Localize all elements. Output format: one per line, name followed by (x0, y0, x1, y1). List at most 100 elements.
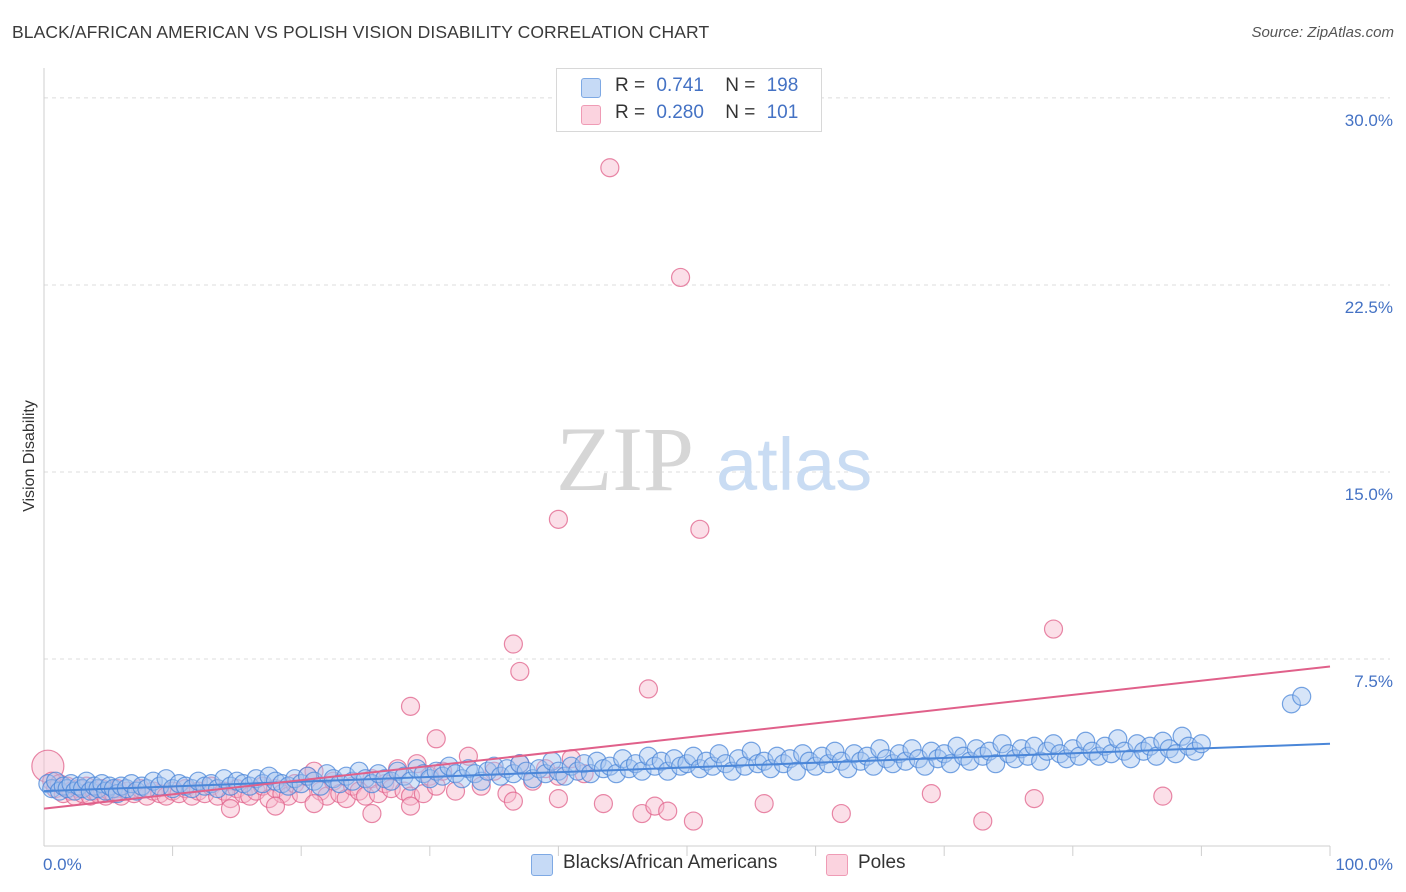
black-african-american-point (709, 744, 729, 764)
pole-point (831, 803, 851, 824)
pole-point (670, 267, 691, 288)
black-african-american-point (381, 771, 401, 791)
black-african-american-point (812, 746, 832, 766)
legend-r-label: R = (615, 102, 646, 123)
x-tick-label: 0.0% (43, 855, 82, 874)
pole-point (362, 803, 382, 824)
black-african-american-point (638, 746, 659, 766)
x-ticks (172, 846, 1331, 856)
black-african-american-point (986, 754, 1006, 774)
series-legend-label: Poles (858, 852, 906, 873)
black-african-american-point (947, 736, 967, 756)
trend-line-blacks (43, 742, 1331, 793)
pole-point (503, 791, 523, 811)
series-blacks-african-americans (38, 686, 1312, 804)
legend-swatch-pink (581, 105, 601, 125)
pole-point (638, 679, 659, 699)
pole-point (683, 811, 704, 831)
legend-r-value: 0.280 (656, 102, 704, 123)
y-tick-label: 30.0% (1345, 111, 1393, 130)
series-legend-swatch-blue (531, 854, 553, 876)
pole-point (593, 794, 614, 814)
y-tick-label: 7.5% (1354, 672, 1393, 691)
black-african-american-point (1043, 734, 1064, 754)
black-african-american-point (786, 761, 806, 781)
pole-point (497, 784, 517, 804)
black-african-american-point (1292, 686, 1312, 706)
pole-point (1153, 786, 1173, 806)
y-tick-label: 22.5% (1345, 298, 1393, 317)
chart-title: BLACK/AFRICAN AMERICAN VS POLISH VISION … (12, 22, 710, 42)
legend-n-label: N = (725, 102, 756, 123)
black-african-american-point (439, 756, 459, 776)
pole-point (400, 796, 421, 816)
legend-n-label: N = (725, 75, 756, 96)
x-tick-label: 100.0% (1335, 855, 1393, 874)
watermark: ZIP atlas (556, 408, 872, 510)
pole-point (548, 789, 569, 809)
black-african-american-point (1191, 734, 1212, 754)
pole-point (658, 801, 678, 821)
black-african-american-point (156, 769, 176, 789)
watermark-zip: ZIP (556, 408, 694, 510)
black-african-american-point (1108, 729, 1128, 749)
black-african-american-point (1172, 726, 1192, 746)
black-african-american-point (452, 769, 472, 789)
black-african-american-point (1018, 746, 1038, 766)
black-african-american-point (458, 759, 478, 779)
black-african-american-point (658, 761, 678, 781)
watermark-atlas: atlas (716, 423, 872, 506)
pole-point (921, 784, 941, 804)
black-african-american-point (1281, 694, 1302, 714)
correlation-legend: R = 0.741 N = 198 R = 0.280 N = 101 (556, 68, 822, 132)
black-african-american-point (613, 749, 633, 769)
black-african-american-point (889, 744, 909, 764)
y-axis-title: Vision Disability (21, 400, 38, 512)
black-african-american-point (1185, 741, 1205, 761)
legend-n-value: 101 (766, 102, 799, 123)
pole-point (240, 786, 260, 806)
black-african-american-point (1031, 751, 1051, 771)
legend-swatch-blue (581, 78, 601, 98)
black-african-american-point (683, 746, 704, 766)
black-african-american-point (992, 734, 1012, 754)
black-african-american-point (715, 754, 736, 774)
source-label: Source: ZipAtlas.com (1251, 24, 1394, 41)
black-african-american-point (580, 764, 601, 784)
legend-r-value: 0.741 (656, 75, 704, 96)
pole-point (310, 781, 331, 801)
pole-point (645, 796, 665, 816)
black-african-american-point (445, 764, 466, 784)
black-african-american-point (645, 756, 665, 776)
pole-point (400, 696, 421, 716)
black-african-american-point (870, 739, 890, 759)
y-tick-label: 15.0% (1345, 485, 1393, 504)
trend-line-poles (43, 665, 1331, 810)
black-african-american-point (876, 749, 896, 769)
pole-point (220, 798, 241, 819)
pole-point (973, 811, 993, 831)
pole-point (31, 749, 65, 783)
pole-point (690, 519, 710, 539)
series-legend-label: Blacks/African Americans (563, 852, 778, 873)
black-african-american-point (1076, 731, 1096, 751)
legend-r-label: R = (615, 75, 646, 96)
series-legend-swatch-pink (826, 854, 848, 876)
black-african-american-point (902, 739, 922, 759)
black-african-american-point (825, 741, 845, 761)
pole-point (1024, 789, 1044, 809)
black-african-american-point (741, 741, 761, 761)
trend-lines (43, 665, 1331, 810)
legend-n-value: 198 (766, 75, 799, 96)
pole-point (600, 158, 620, 178)
pole-point (426, 729, 446, 749)
pole-point (265, 796, 286, 816)
pole-point (1043, 619, 1064, 639)
pole-point (510, 661, 530, 682)
black-african-american-point (471, 771, 491, 791)
black-african-american-point (799, 751, 819, 771)
grid-lines (44, 97, 1390, 660)
pole-point (503, 634, 523, 654)
black-african-american-point (998, 744, 1019, 764)
